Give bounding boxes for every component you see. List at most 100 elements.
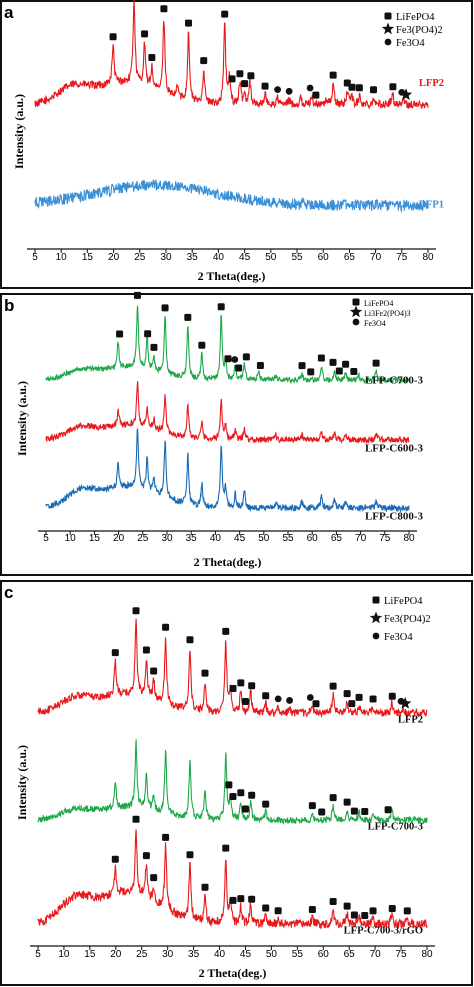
x-tick-label: 10: [65, 533, 77, 544]
square-marker: [225, 781, 233, 789]
square-marker: [221, 10, 229, 18]
square-marker: [308, 802, 316, 810]
square-marker: [160, 5, 168, 13]
square-marker: [329, 71, 337, 79]
y-axis-label: Intensity (a.u.): [15, 745, 29, 820]
legend-label: Fe3O4: [384, 632, 413, 643]
square-marker: [229, 685, 237, 693]
square-marker: [132, 815, 140, 823]
x-tick-label: 5: [32, 252, 38, 263]
x-tick-label: 30: [162, 949, 174, 960]
square-marker: [222, 844, 230, 852]
square-marker: [241, 697, 249, 705]
x-tick-label: 60: [318, 252, 330, 263]
legend-label: Fe3(PO4)2: [396, 25, 443, 36]
legend-circle-icon: [372, 632, 380, 640]
square-marker: [388, 904, 396, 912]
square-marker: [242, 353, 250, 361]
x-tick-label: 70: [370, 252, 382, 263]
square-marker: [262, 904, 270, 912]
series-label: LFP-C700-3/rGO: [344, 926, 423, 937]
x-tick-label: 15: [82, 252, 94, 263]
square-marker: [144, 330, 152, 338]
square-marker: [248, 682, 256, 690]
circle-marker: [274, 695, 282, 703]
x-tick-label: 65: [344, 252, 356, 263]
x-tick-label: 80: [421, 949, 433, 960]
circle-marker: [306, 84, 314, 92]
legend-star-icon: [369, 611, 383, 624]
square-marker: [229, 896, 237, 904]
series-line-lfp-c700-3: [37, 739, 428, 826]
series-line-lfp1: [34, 179, 429, 213]
x-tick-label: 25: [137, 533, 149, 544]
square-marker: [162, 623, 170, 631]
legend-label: Fe3(PO4)2: [384, 614, 431, 625]
square-marker: [403, 907, 411, 915]
square-marker: [389, 83, 397, 91]
series-label: LFP2: [419, 78, 444, 89]
square-marker: [262, 800, 270, 808]
square-marker: [237, 679, 245, 687]
legend-label: Fe3O4: [396, 38, 425, 49]
x-tick-label: 55: [282, 533, 294, 544]
legend-label: Li3Fe2(PO4)3: [364, 309, 411, 318]
square-marker: [350, 368, 358, 376]
x-tick-label: 15: [84, 949, 96, 960]
panel-b-label: b: [4, 296, 14, 315]
legend-star-icon: [381, 22, 395, 35]
x-tick-label: 60: [307, 533, 319, 544]
square-marker: [261, 82, 269, 90]
square-marker: [186, 851, 194, 859]
square-marker: [350, 911, 358, 919]
square-marker: [329, 794, 337, 802]
x-tick-label: 40: [214, 949, 226, 960]
square-marker: [372, 359, 380, 367]
square-marker: [317, 354, 325, 362]
x-tick-label: 15: [89, 533, 101, 544]
square-marker: [350, 807, 358, 815]
square-marker: [312, 700, 320, 708]
series-line-lfp2: [34, 0, 429, 110]
x-tick-label: 35: [187, 252, 199, 263]
square-marker: [150, 874, 158, 882]
square-marker: [224, 355, 232, 363]
square-marker: [184, 313, 192, 321]
x-tick-label: 50: [265, 252, 277, 263]
square-marker: [370, 86, 378, 94]
x-tick-label: 40: [210, 533, 222, 544]
panel-c-label: c: [4, 583, 13, 602]
square-marker: [185, 19, 193, 27]
star-marker: [399, 88, 413, 101]
square-marker: [274, 907, 282, 915]
square-marker: [361, 808, 369, 816]
square-marker: [308, 906, 316, 914]
square-marker: [329, 682, 337, 690]
square-marker: [186, 636, 194, 644]
square-marker: [229, 793, 237, 801]
square-marker: [109, 33, 117, 41]
x-tick-label: 80: [403, 533, 415, 544]
x-tick-label: 45: [240, 949, 252, 960]
legend-square-icon: [372, 596, 380, 604]
x-tick-label: 20: [110, 949, 122, 960]
square-marker: [111, 649, 119, 657]
square-marker: [248, 791, 256, 799]
legend-circle-icon: [352, 318, 360, 326]
x-tick-label: 75: [396, 252, 408, 263]
square-marker: [355, 693, 363, 701]
square-marker: [201, 883, 209, 891]
x-tick-label: 10: [56, 252, 68, 263]
square-marker: [369, 907, 377, 915]
square-marker: [198, 341, 206, 349]
square-marker: [388, 692, 396, 700]
square-marker: [148, 54, 156, 62]
circle-marker: [306, 694, 314, 701]
series-line-lfp-c800-3: [45, 427, 410, 513]
x-tick-label: 75: [396, 949, 408, 960]
circle-marker: [274, 86, 282, 94]
x-tick-label: 25: [136, 949, 148, 960]
x-tick-label: 45: [234, 533, 246, 544]
series-line-lfp-c700-3: [45, 305, 410, 385]
series-label: LFP-C700-3: [368, 822, 423, 833]
